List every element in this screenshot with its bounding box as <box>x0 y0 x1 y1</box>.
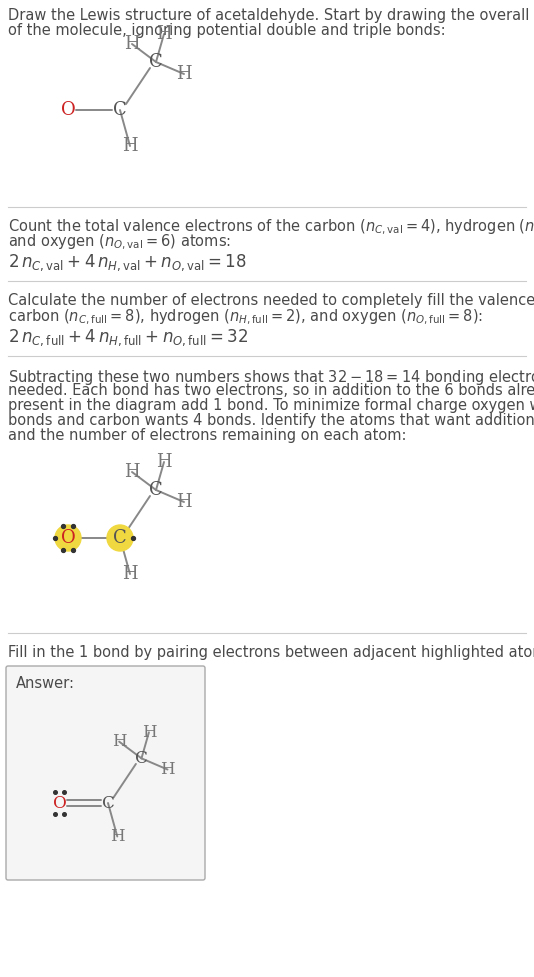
Text: and oxygen ($n_{O,\mathrm{val}} = 6$) atoms:: and oxygen ($n_{O,\mathrm{val}} = 6$) at… <box>8 233 231 252</box>
Text: C: C <box>113 529 127 547</box>
Text: H: H <box>124 35 140 53</box>
Text: C: C <box>101 794 114 812</box>
Text: H: H <box>142 724 156 741</box>
Text: H: H <box>122 565 138 583</box>
Text: H: H <box>156 25 172 43</box>
Text: $2\,n_{C,\mathrm{val}} + 4\,n_{H,\mathrm{val}} + n_{O,\mathrm{val}} = 18$: $2\,n_{C,\mathrm{val}} + 4\,n_{H,\mathrm… <box>8 252 247 273</box>
Text: present in the diagram add 1 bond. To minimize formal charge oxygen wants 2: present in the diagram add 1 bond. To mi… <box>8 398 534 413</box>
Text: carbon ($n_{C,\mathrm{full}} = 8$), hydrogen ($n_{H,\mathrm{full}} = 2$), and ox: carbon ($n_{C,\mathrm{full}} = 8$), hydr… <box>8 308 483 327</box>
Text: H: H <box>122 137 138 155</box>
Circle shape <box>107 525 133 551</box>
Text: Calculate the number of electrons needed to completely fill the valence shells f: Calculate the number of electrons needed… <box>8 293 534 308</box>
Text: H: H <box>156 453 172 471</box>
Text: O: O <box>61 529 75 547</box>
Text: H: H <box>176 493 192 511</box>
Text: Answer:: Answer: <box>16 676 75 691</box>
Text: of the molecule, ignoring potential double and triple bonds:: of the molecule, ignoring potential doub… <box>8 23 446 38</box>
Text: H: H <box>112 733 127 750</box>
Text: C: C <box>135 750 148 767</box>
Text: needed. Each bond has two electrons, so in addition to the 6 bonds already: needed. Each bond has two electrons, so … <box>8 383 534 398</box>
Text: and the number of electrons remaining on each atom:: and the number of electrons remaining on… <box>8 428 406 443</box>
Text: O: O <box>61 101 75 119</box>
Text: Draw the Lewis structure of acetaldehyde. Start by drawing the overall structure: Draw the Lewis structure of acetaldehyde… <box>8 8 534 23</box>
Text: Count the total valence electrons of the carbon ($n_{C,\mathrm{val}} = 4$), hydr: Count the total valence electrons of the… <box>8 218 534 237</box>
Text: O: O <box>53 794 67 812</box>
Text: C: C <box>149 481 163 499</box>
Text: Fill in the 1 bond by pairing electrons between adjacent highlighted atoms:: Fill in the 1 bond by pairing electrons … <box>8 645 534 660</box>
Circle shape <box>55 525 81 551</box>
Text: $2\,n_{C,\mathrm{full}} + 4\,n_{H,\mathrm{full}} + n_{O,\mathrm{full}} = 32$: $2\,n_{C,\mathrm{full}} + 4\,n_{H,\mathr… <box>8 327 248 348</box>
Text: H: H <box>110 828 124 845</box>
Text: H: H <box>124 463 140 481</box>
Text: C: C <box>149 53 163 71</box>
FancyBboxPatch shape <box>6 666 205 880</box>
Text: Subtracting these two numbers shows that $32 - 18 = 14$ bonding electrons are: Subtracting these two numbers shows that… <box>8 368 534 387</box>
Text: bonds and carbon wants 4 bonds. Identify the atoms that want additional bonds: bonds and carbon wants 4 bonds. Identify… <box>8 413 534 428</box>
Text: H: H <box>160 761 175 778</box>
Text: C: C <box>113 101 127 119</box>
Text: H: H <box>176 65 192 83</box>
